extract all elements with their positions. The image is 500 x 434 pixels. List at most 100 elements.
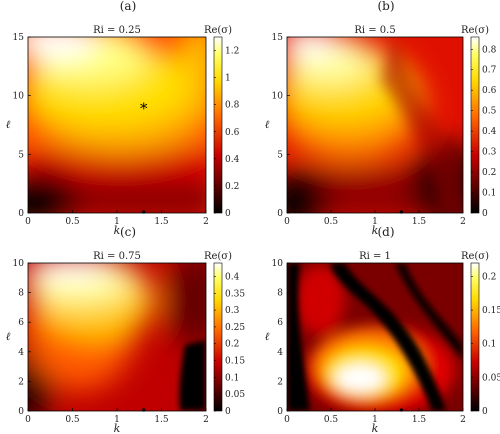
y-tick-label-a: 0 [18, 209, 24, 219]
colorbar-tick-label-b: 0 [482, 209, 488, 219]
colorbar-tick-label-a: 0.4 [225, 155, 240, 165]
panel-label-d: (d) [377, 225, 394, 239]
axis-dot-b [399, 210, 403, 214]
colorbar-label-a: Re(σ) [204, 25, 232, 36]
x-tick-label-c: 0.5 [65, 415, 80, 425]
x-tick-label-c: 1.5 [154, 415, 169, 425]
colorbar-tick-label-b: 0.7 [482, 66, 497, 76]
y-tick-label-c: 4 [18, 348, 24, 358]
y-axis-label-b: ℓ [265, 118, 270, 131]
richardson-annotation-b: Ri = 0.5 [354, 25, 395, 36]
colorbar-tick-label-b: 0.1 [482, 189, 496, 199]
x-tick-label-b: 1 [372, 217, 378, 227]
y-tick-label-a: 15 [13, 33, 25, 43]
colorbar-tick-label-c: 0.4 [225, 272, 240, 282]
x-axis-label-d: k [372, 422, 379, 434]
richardson-annotation-d: Ri = 1 [359, 251, 391, 262]
y-tick-label-d: 0 [277, 407, 283, 417]
colorbar-tick-label-c: 0.1 [225, 373, 239, 383]
y-tick-label-d: 2 [277, 377, 283, 387]
colorbar-tick-label-d: 0.15 [482, 306, 500, 316]
x-tick-label-b: 0 [284, 217, 290, 227]
colorbar-label-b: Re(σ) [461, 25, 489, 36]
y-tick-label-d: 4 [277, 348, 283, 358]
y-tick-label-d: 10 [272, 259, 284, 269]
colorbar-tick-label-c: 0.3 [225, 306, 240, 316]
x-tick-label-a: 0.5 [65, 217, 80, 227]
colorbar-tick-label-a: 1.2 [225, 47, 239, 57]
colorbar-tick-label-a: 0 [225, 209, 231, 219]
y-tick-label-d: 6 [277, 318, 283, 328]
x-tick-label-a: 1.5 [154, 217, 169, 227]
axis-dot-a [142, 210, 146, 214]
colorbar-tick-label-d: 0.1 [482, 340, 496, 350]
y-tick-label-d: 8 [277, 289, 283, 299]
colorbar-b [470, 36, 480, 214]
colorbar-tick-label-c: 0.2 [225, 340, 239, 350]
x-tick-label-d: 1 [372, 415, 378, 425]
colorbar-tick-label-c: 0.15 [225, 357, 245, 367]
panel-label-b: (b) [377, 0, 394, 13]
colorbar-tick-label-b: 0.2 [482, 168, 496, 178]
heatmap-a [28, 37, 206, 213]
colorbar-c [213, 262, 223, 412]
y-axis-label-c: ℓ [6, 330, 11, 343]
y-axis-label-d: ℓ [265, 330, 270, 343]
y-tick-label-c: 6 [18, 318, 24, 328]
colorbar-tick-label-a: 0.2 [225, 182, 239, 192]
axis-dot-c [142, 408, 146, 412]
colorbar-label-c: Re(σ) [204, 251, 232, 262]
max-growth-marker-a: * [140, 99, 148, 117]
panel-label-c: (c) [120, 225, 136, 239]
colorbar-tick-label-b: 0.6 [482, 86, 497, 96]
y-tick-label-c: 8 [18, 289, 24, 299]
colorbar-tick-label-a: 0.8 [225, 101, 240, 111]
x-tick-label-d: 2 [460, 415, 466, 425]
colorbar-tick-label-c: 0.35 [225, 289, 245, 299]
heatmap-d [287, 263, 463, 411]
axis-dot-d [399, 408, 403, 412]
y-tick-label-c: 10 [13, 259, 25, 269]
colorbar-tick-label-a: 1 [225, 74, 231, 84]
colorbar-tick-label-d: 0 [482, 407, 488, 417]
x-axis-label-b: k [372, 224, 379, 237]
colorbar-tick-label-c: 0.05 [225, 390, 245, 400]
colorbar-tick-label-a: 0.6 [225, 128, 240, 138]
y-tick-label-a: 5 [18, 150, 24, 160]
x-tick-label-b: 1.5 [412, 217, 427, 227]
y-tick-label-c: 0 [18, 407, 24, 417]
x-tick-label-c: 0 [25, 415, 31, 425]
x-tick-label-d: 0.5 [324, 415, 339, 425]
colorbar-tick-label-c: 0 [225, 407, 231, 417]
x-tick-label-c: 2 [203, 415, 209, 425]
x-axis-label-a: k [114, 224, 121, 237]
y-tick-label-c: 2 [18, 377, 24, 387]
richardson-annotation-a: Ri = 0.25 [93, 25, 141, 36]
colorbar-tick-label-b: 0.4 [482, 127, 497, 137]
colorbar-tick-label-c: 0.25 [225, 323, 245, 333]
x-tick-label-b: 0.5 [324, 217, 339, 227]
y-axis-label-a: ℓ [6, 118, 11, 131]
colorbar-label-d: Re(σ) [461, 251, 489, 262]
richardson-annotation-c: Ri = 0.75 [93, 251, 141, 262]
x-axis-label-c: k [114, 422, 121, 434]
colorbar-tick-label-b: 0.5 [482, 107, 497, 117]
x-tick-label-c: 1 [114, 415, 120, 425]
colorbar-d [470, 262, 480, 412]
x-tick-label-a: 0 [25, 217, 31, 227]
x-tick-label-d: 0 [284, 415, 290, 425]
x-tick-label-a: 2 [203, 217, 209, 227]
colorbar-tick-label-d: 0.05 [482, 373, 500, 383]
y-tick-label-b: 15 [272, 33, 284, 43]
panel-label-a: (a) [120, 0, 137, 13]
x-tick-label-a: 1 [114, 217, 120, 227]
colorbar-tick-label-b: 0.3 [482, 148, 497, 158]
x-tick-label-d: 1.5 [412, 415, 427, 425]
y-tick-label-a: 10 [13, 92, 25, 102]
heatmap-b [287, 37, 463, 213]
y-tick-label-b: 5 [277, 150, 283, 160]
heatmap-c [28, 263, 206, 411]
colorbar-tick-label-b: 0.8 [482, 45, 497, 55]
colorbar-a [213, 36, 223, 214]
